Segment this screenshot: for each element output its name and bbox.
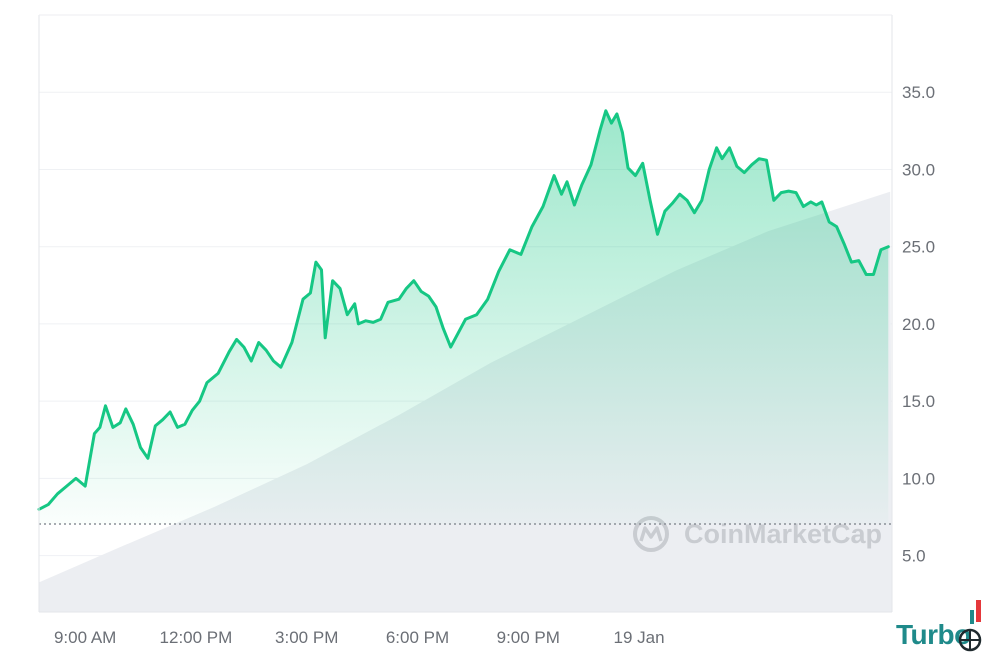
x-axis-ticks: 9:00 AM 12:00 PM 3:00 PM 6:00 PM 9:00 PM 19 J… [54,628,665,647]
x-tick-label: 9:00 AM [54,628,116,647]
y-tick-label: 15.0 [902,392,935,411]
y-tick-label: 20.0 [902,315,935,334]
y-tick-label: 10.0 [902,469,935,488]
y-axis-ticks: 5.0 10.0 15.0 20.0 25.0 30.0 35.0 [902,83,935,565]
x-tick-label: 9:00 PM [497,628,560,647]
x-tick-label: 19 Jan [614,628,665,647]
price-fill [39,110,889,524]
y-tick-label: 5.0 [902,547,926,566]
price-area [37,109,890,524]
x-tick-label: 3:00 PM [275,628,338,647]
price-line [37,109,890,511]
turbo-logo-text: Turbo [896,619,971,650]
x-tick-label: 6:00 PM [386,628,449,647]
turbo-logo-icon [958,600,982,652]
x-tick-label: 12:00 PM [160,628,233,647]
plot-frame [38,14,893,613]
y-tick-label: 25.0 [902,238,935,257]
y-tick-label: 30.0 [902,160,935,179]
y-tick-label: 35.0 [902,83,935,102]
